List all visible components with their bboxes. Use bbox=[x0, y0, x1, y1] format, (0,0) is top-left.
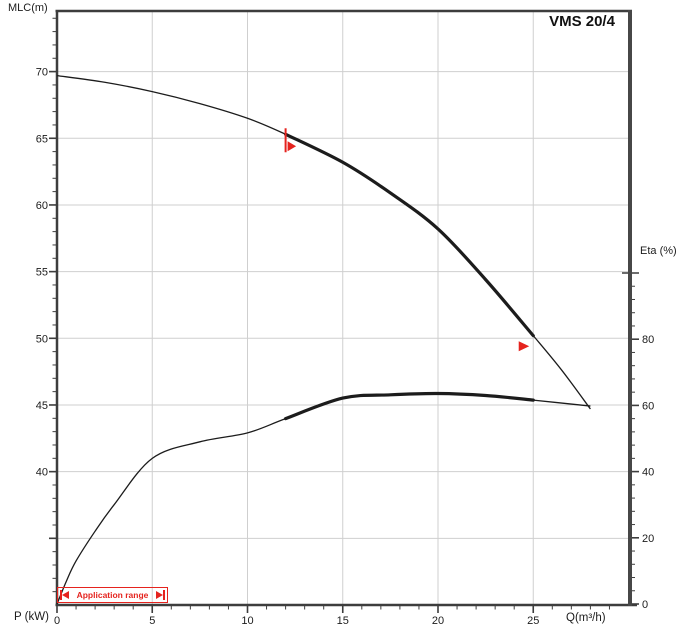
head-curve-bold-segment bbox=[284, 132, 535, 338]
chart-title: VMS 20/4 bbox=[549, 13, 615, 30]
left-axis-tick-label: 60 bbox=[36, 200, 48, 212]
right-axis-title: Eta (%) bbox=[640, 245, 677, 257]
left-axis-tick-label: 50 bbox=[36, 333, 48, 345]
x-axis-tick-label: 20 bbox=[432, 615, 444, 627]
right-axis-tick-label: 40 bbox=[642, 467, 654, 479]
right-axis-tick-label: 20 bbox=[642, 533, 654, 545]
x-axis-tick-label: 15 bbox=[337, 615, 349, 627]
application-range-box: Application range bbox=[57, 587, 168, 603]
left-axis-tick-label: 45 bbox=[36, 400, 48, 412]
application-range-label: Application range bbox=[76, 590, 149, 600]
right-axis-tick-label: 0 bbox=[642, 599, 648, 611]
range-right-marker-icon bbox=[155, 590, 165, 600]
right-axis-tick-label: 80 bbox=[642, 334, 654, 346]
power-axis-title: P (kW) bbox=[14, 611, 49, 623]
head-curve-line bbox=[56, 74, 591, 410]
left-axis-tick-label: 40 bbox=[36, 467, 48, 479]
range-end-arrow-icon bbox=[518, 341, 530, 352]
range-left-marker-icon bbox=[60, 590, 69, 600]
right-axis-tick-label: 60 bbox=[642, 400, 654, 412]
left-axis-title: MLC(m) bbox=[8, 2, 48, 14]
x-axis-tick-label: 5 bbox=[149, 615, 155, 627]
x-axis-title: Q(m³/h) bbox=[566, 612, 606, 624]
efficiency-curve-line bbox=[56, 392, 591, 605]
range-start-arrow-icon bbox=[287, 141, 297, 152]
x-axis-tick-label: 10 bbox=[241, 615, 253, 627]
x-axis-tick-label: 25 bbox=[527, 615, 539, 627]
left-axis-tick-label: 70 bbox=[36, 67, 48, 79]
efficiency-curve-bold-segment bbox=[284, 391, 535, 421]
left-axis-tick-label: 55 bbox=[36, 267, 48, 279]
x-axis-tick-label: 0 bbox=[54, 615, 60, 627]
left-axis-tick-label: 65 bbox=[36, 133, 48, 145]
